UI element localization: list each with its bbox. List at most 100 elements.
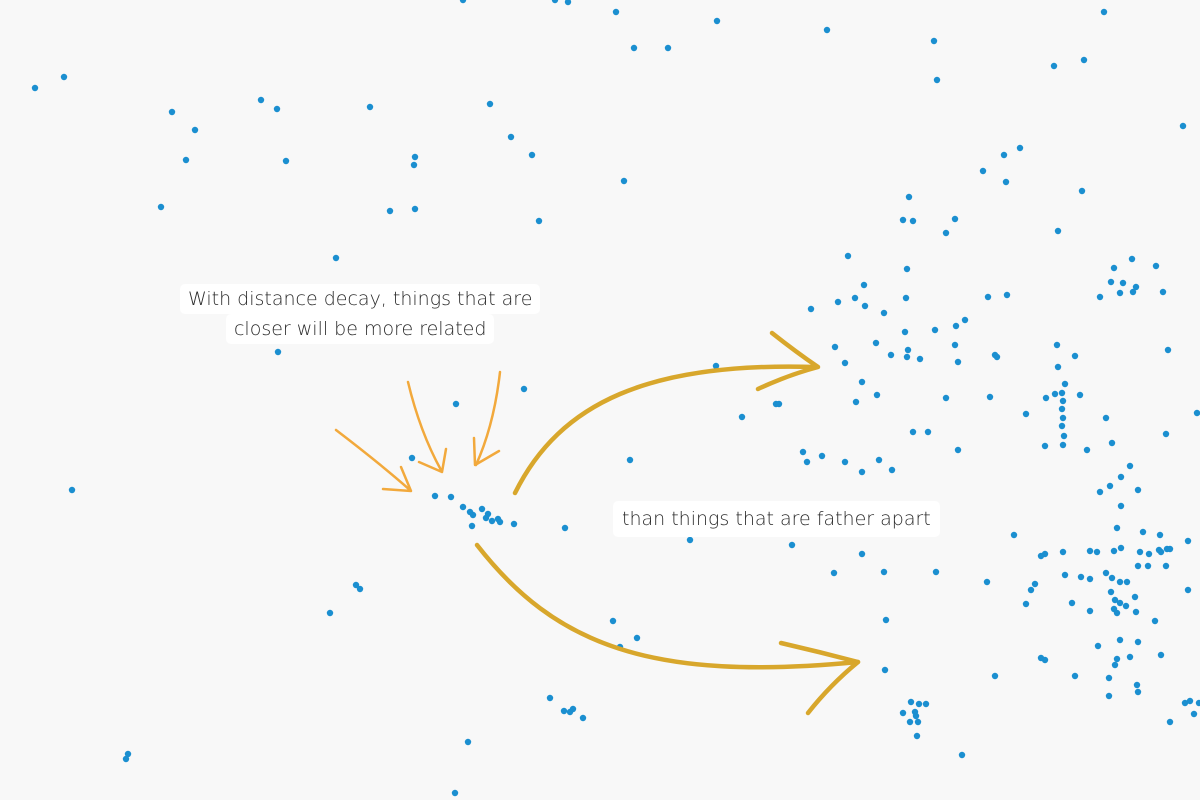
scatter-point bbox=[1113, 655, 1121, 663]
scatter-point bbox=[852, 398, 860, 406]
scatter-point bbox=[1159, 288, 1167, 296]
scatter-point bbox=[1117, 544, 1125, 552]
scatter-point bbox=[1059, 397, 1067, 405]
scatter-point bbox=[1027, 586, 1035, 594]
scatter-point bbox=[858, 378, 866, 386]
scatter-point bbox=[1162, 562, 1170, 570]
converging-arrow-left-head bbox=[381, 465, 413, 493]
scatter-point bbox=[913, 732, 921, 740]
scatter-point bbox=[1010, 531, 1018, 539]
scatter-point bbox=[1179, 122, 1187, 130]
scatter-point bbox=[1116, 578, 1124, 586]
scatter-point bbox=[1071, 352, 1079, 360]
converging-arrow-right bbox=[474, 370, 502, 467]
scatter-point bbox=[488, 517, 496, 525]
scatter-point bbox=[1000, 151, 1008, 159]
scatter-point bbox=[799, 448, 807, 456]
scatter-point bbox=[31, 84, 39, 92]
scatter-point bbox=[626, 456, 634, 464]
scatter-point bbox=[447, 493, 455, 501]
scatter-point bbox=[1051, 390, 1059, 398]
scatter-point bbox=[901, 328, 909, 336]
scatter-point bbox=[546, 694, 554, 702]
scatter-point bbox=[888, 466, 896, 474]
scatter-point bbox=[1132, 283, 1140, 291]
scatter-point bbox=[486, 100, 494, 108]
scatter-point bbox=[191, 126, 199, 134]
scatter-point bbox=[961, 316, 969, 324]
scatter-point bbox=[983, 578, 991, 586]
scatter-point bbox=[1184, 537, 1192, 545]
scatter-point bbox=[612, 8, 620, 16]
scatter-point bbox=[451, 789, 459, 797]
scatter-point bbox=[366, 103, 374, 111]
scatter-point bbox=[1156, 531, 1164, 539]
scatter-point bbox=[1133, 681, 1141, 689]
scatter-point bbox=[1134, 638, 1142, 646]
scatter-point bbox=[1126, 653, 1134, 661]
scatter-point bbox=[60, 73, 68, 81]
scatter-point bbox=[858, 468, 866, 476]
scatter-point bbox=[1105, 674, 1113, 682]
scatter-point bbox=[1059, 548, 1067, 556]
scatter-point bbox=[1184, 586, 1192, 594]
scatter-point bbox=[906, 718, 914, 726]
scatter-point bbox=[951, 341, 959, 349]
scatter-point bbox=[1022, 600, 1030, 608]
scatter-point bbox=[564, 0, 572, 6]
arrow-upper-head bbox=[755, 330, 821, 392]
scatter-point bbox=[1022, 410, 1030, 418]
scatter-point bbox=[1139, 528, 1147, 536]
scatter-point bbox=[1042, 394, 1050, 402]
scatter-point bbox=[664, 44, 672, 52]
scatter-point bbox=[932, 568, 940, 576]
scatter-point bbox=[1162, 430, 1170, 438]
scatter-point bbox=[182, 156, 190, 164]
scatter-point bbox=[1083, 446, 1091, 454]
scatter-point bbox=[909, 217, 917, 225]
scatter-point bbox=[1093, 548, 1101, 556]
scatter-point bbox=[410, 161, 418, 169]
scatter-point bbox=[1096, 293, 1104, 301]
scatter-point bbox=[1059, 441, 1067, 449]
scatter-point bbox=[899, 216, 907, 224]
scatter-point bbox=[560, 707, 568, 715]
scatter-point bbox=[915, 700, 923, 708]
converging-arrow-middle bbox=[406, 380, 443, 472]
scatter-point bbox=[1076, 391, 1084, 399]
scatter-point bbox=[520, 385, 528, 393]
scatter-point bbox=[942, 394, 950, 402]
scatter-point bbox=[803, 458, 811, 466]
scatter-point bbox=[738, 413, 746, 421]
scatter-point bbox=[1134, 486, 1142, 494]
scatter-point bbox=[882, 616, 890, 624]
arrow-lower bbox=[474, 542, 861, 670]
scatter-point bbox=[907, 698, 915, 706]
scatter-point bbox=[168, 108, 176, 116]
scatter-point bbox=[713, 17, 721, 25]
scatter-point bbox=[579, 714, 587, 722]
scatter-point bbox=[860, 281, 868, 289]
scatter-point bbox=[841, 359, 849, 367]
scatter-point bbox=[954, 358, 962, 366]
scatter-point bbox=[875, 456, 883, 464]
scatter-point bbox=[902, 294, 910, 302]
scatter-point bbox=[1050, 62, 1058, 70]
scatter-point bbox=[452, 400, 460, 408]
scatter-point bbox=[958, 751, 966, 759]
scatter-point bbox=[1080, 56, 1088, 64]
scatter-point bbox=[535, 217, 543, 225]
scatter-point bbox=[1134, 688, 1142, 696]
callout-farther-apart: than things that are father apart bbox=[613, 501, 940, 537]
scatter-point bbox=[818, 452, 826, 460]
scatter-point bbox=[1041, 442, 1049, 450]
scatter-point bbox=[924, 428, 932, 436]
scatter-point bbox=[930, 37, 938, 45]
scatter-point bbox=[1054, 363, 1062, 371]
scatter-point bbox=[507, 133, 515, 141]
scatter-point bbox=[1181, 699, 1189, 707]
scatter-point bbox=[1058, 422, 1066, 430]
scatter-point bbox=[903, 353, 911, 361]
scatter-point bbox=[1060, 432, 1068, 440]
